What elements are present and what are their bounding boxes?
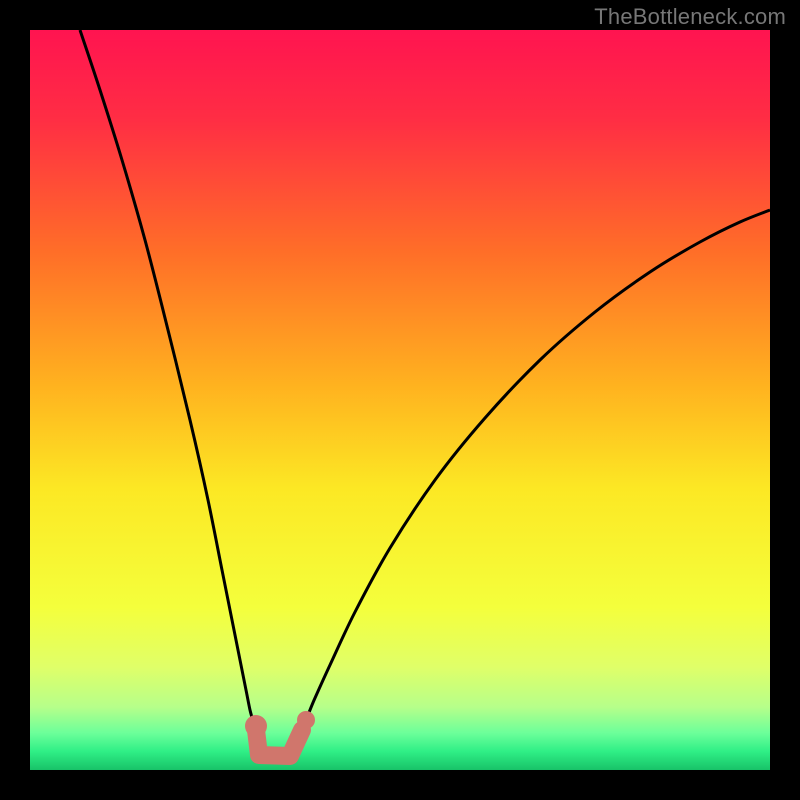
chart-frame: TheBottleneck.com xyxy=(0,0,800,800)
watermark-text: TheBottleneck.com xyxy=(594,4,786,30)
plot-svg xyxy=(30,30,770,770)
plot-area xyxy=(30,30,770,770)
valley-marker-head-left xyxy=(245,715,267,737)
gradient-background xyxy=(30,30,770,770)
valley-marker-head-right xyxy=(297,711,315,729)
